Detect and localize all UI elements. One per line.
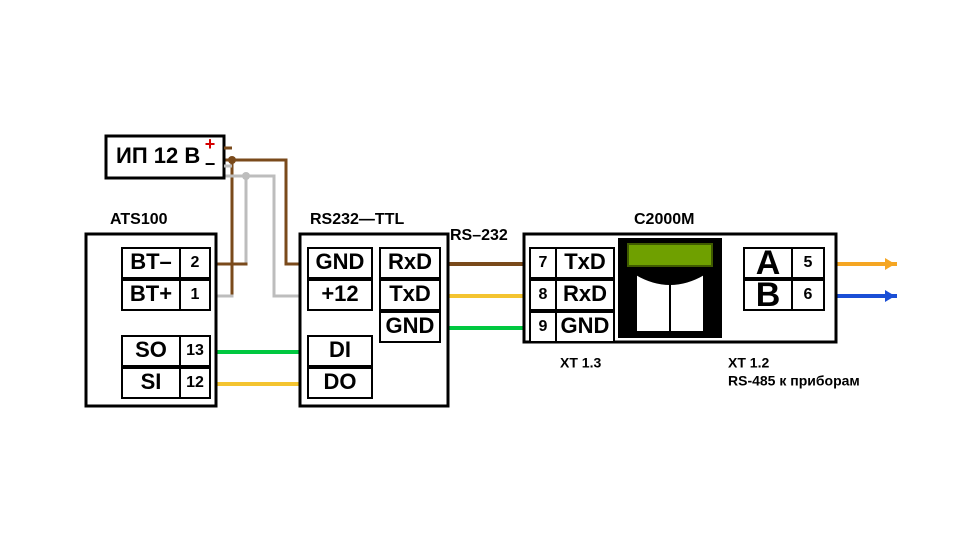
svg-text:RxD: RxD <box>563 281 607 306</box>
svg-text:7: 7 <box>539 254 548 271</box>
svg-text:B: B <box>756 276 781 314</box>
svg-text:1: 1 <box>191 286 200 303</box>
svg-text:ИП 12 В: ИП 12 В <box>116 143 200 168</box>
svg-text:SI: SI <box>141 369 162 394</box>
svg-text:BТ+: BТ+ <box>130 281 172 306</box>
svg-text:SO: SO <box>135 337 167 362</box>
svg-text:12: 12 <box>186 374 204 391</box>
svg-text:TxD: TxD <box>389 281 431 306</box>
svg-text:RS-485 к приборам: RS-485 к приборам <box>728 373 860 389</box>
svg-text:RS232—TTL: RS232—TTL <box>310 211 404 228</box>
svg-text:8: 8 <box>539 286 548 303</box>
svg-text:5: 5 <box>804 254 813 271</box>
svg-text:13: 13 <box>186 342 204 359</box>
svg-text:GND: GND <box>386 313 435 338</box>
svg-text:DI: DI <box>329 337 351 362</box>
svg-text:TxD: TxD <box>564 249 606 274</box>
svg-text:−: − <box>205 154 216 174</box>
svg-text:6: 6 <box>804 286 813 303</box>
svg-text:С2000М: С2000М <box>634 211 694 228</box>
svg-text:XT 1.3: XT 1.3 <box>560 355 601 371</box>
svg-text:+: + <box>205 134 216 154</box>
svg-text:GND: GND <box>316 249 365 274</box>
svg-text:9: 9 <box>539 318 548 335</box>
svg-text:+12: +12 <box>321 281 358 306</box>
svg-text:RxD: RxD <box>388 249 432 274</box>
svg-text:BТ–: BТ– <box>130 249 172 274</box>
svg-text:2: 2 <box>191 254 200 271</box>
svg-text:GND: GND <box>561 313 610 338</box>
svg-text:XT 1.2: XT 1.2 <box>728 355 769 371</box>
svg-text:DO: DO <box>324 369 357 394</box>
svg-text:RS–232: RS–232 <box>450 227 508 244</box>
svg-text:ATS100: ATS100 <box>110 211 168 228</box>
